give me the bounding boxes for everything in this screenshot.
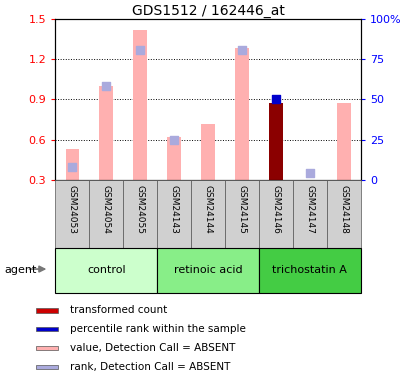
Bar bbox=[133, 30, 147, 180]
Bar bbox=[336, 103, 350, 180]
Bar bbox=[157, 248, 258, 292]
Text: GSM24055: GSM24055 bbox=[135, 185, 144, 234]
Text: control: control bbox=[87, 265, 125, 275]
Text: GSM24147: GSM24147 bbox=[305, 185, 314, 234]
Text: GSM24146: GSM24146 bbox=[271, 185, 280, 234]
Text: GSM24054: GSM24054 bbox=[101, 185, 110, 234]
Text: GSM24148: GSM24148 bbox=[339, 185, 348, 234]
Bar bbox=[55, 248, 157, 292]
Bar bbox=[302, 180, 316, 181]
Text: GSM24145: GSM24145 bbox=[237, 185, 246, 234]
Bar bbox=[99, 86, 113, 180]
Text: GSM24144: GSM24144 bbox=[203, 185, 212, 234]
Bar bbox=[258, 248, 360, 292]
Text: transformed count: transformed count bbox=[70, 305, 166, 315]
Text: trichostatin A: trichostatin A bbox=[272, 265, 346, 275]
Bar bbox=[55, 180, 89, 248]
Text: percentile rank within the sample: percentile rank within the sample bbox=[70, 324, 245, 334]
Bar bbox=[292, 180, 326, 248]
Bar bbox=[268, 104, 282, 180]
Bar bbox=[36, 346, 58, 350]
Text: GSM24053: GSM24053 bbox=[67, 185, 76, 234]
Point bbox=[137, 46, 143, 53]
Bar bbox=[123, 180, 157, 248]
Bar bbox=[258, 180, 292, 248]
Bar bbox=[36, 308, 58, 313]
Point bbox=[103, 83, 109, 89]
Bar bbox=[201, 124, 214, 180]
Point bbox=[238, 46, 245, 53]
Bar bbox=[167, 137, 180, 180]
Text: rank, Detection Call = ABSENT: rank, Detection Call = ABSENT bbox=[70, 362, 229, 372]
Point bbox=[272, 96, 279, 102]
Text: agent: agent bbox=[4, 265, 36, 275]
Title: GDS1512 / 162446_at: GDS1512 / 162446_at bbox=[131, 4, 284, 18]
Bar bbox=[36, 327, 58, 332]
Bar bbox=[191, 180, 225, 248]
Text: value, Detection Call = ABSENT: value, Detection Call = ABSENT bbox=[70, 343, 234, 353]
Point bbox=[306, 170, 312, 176]
Point bbox=[69, 164, 75, 170]
Point bbox=[171, 137, 177, 143]
Text: GSM24143: GSM24143 bbox=[169, 185, 178, 234]
Bar bbox=[157, 180, 191, 248]
Bar bbox=[225, 180, 258, 248]
Bar bbox=[89, 180, 123, 248]
Bar bbox=[65, 149, 79, 180]
Bar bbox=[235, 48, 248, 180]
Text: retinoic acid: retinoic acid bbox=[173, 265, 242, 275]
Bar bbox=[36, 365, 58, 369]
Bar bbox=[326, 180, 360, 248]
